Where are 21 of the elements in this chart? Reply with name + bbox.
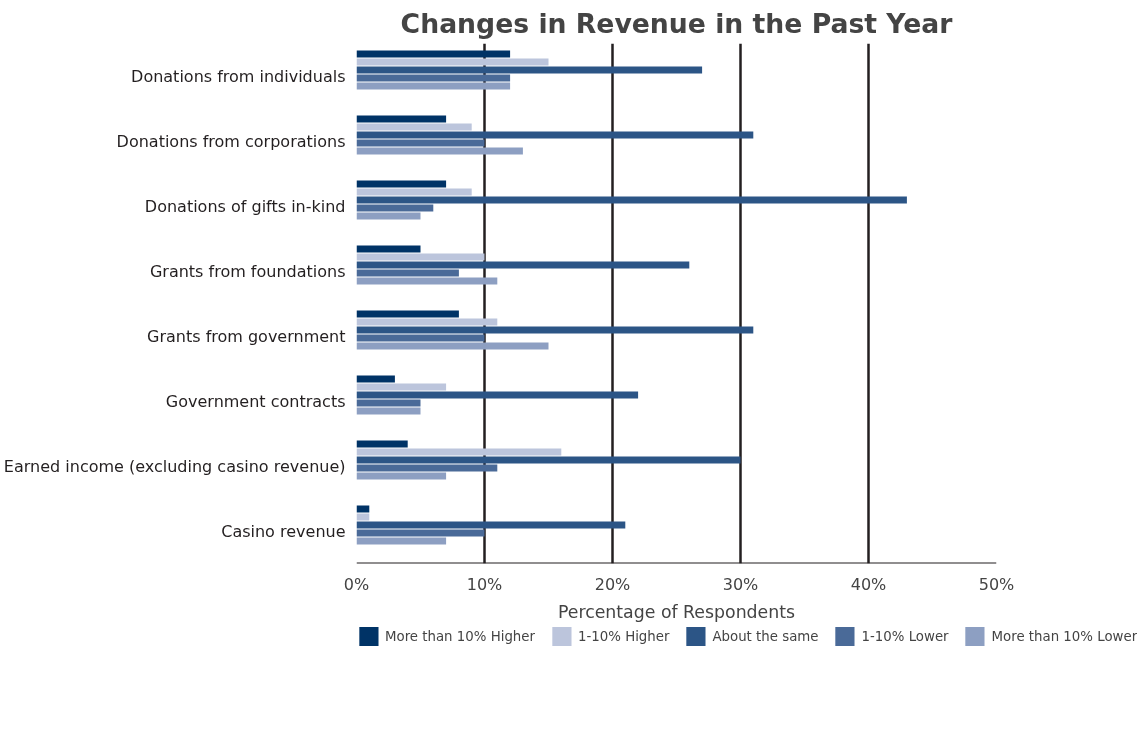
y-tick-label: Donations from corporations <box>116 131 346 151</box>
chart-title: Changes in Revenue in the Past Year <box>400 7 954 39</box>
legend-label: 1-10% Higher <box>577 628 670 644</box>
x-axis-title: Percentage of Respondents <box>557 601 796 622</box>
x-tick-label: 20% <box>594 574 631 594</box>
x-tick-label: 10% <box>466 574 503 594</box>
x-tick-label: 40% <box>850 574 887 594</box>
x-tick-label: 30% <box>722 574 759 594</box>
y-tick-label: Grants from foundations <box>149 261 346 281</box>
legend-label: About the same <box>712 628 819 644</box>
y-tick-label: Government contracts <box>165 391 346 411</box>
x-tick-label: 0% <box>343 574 370 594</box>
y-tick-label: Earned income (excluding casino revenue) <box>3 456 346 476</box>
legend-label: More than 10% Higher <box>384 628 535 644</box>
x-tick-label: 50% <box>978 574 1015 594</box>
y-tick-label: Donations from individuals <box>131 66 346 86</box>
y-tick-label: Casino revenue <box>221 521 346 541</box>
legend-label: More than 10% Lower <box>991 628 1137 644</box>
y-tick-label: Grants from government <box>147 326 346 346</box>
legend-label: 1-10% Lower <box>861 628 949 644</box>
y-tick-label: Donations of gifts in-kind <box>144 196 346 216</box>
